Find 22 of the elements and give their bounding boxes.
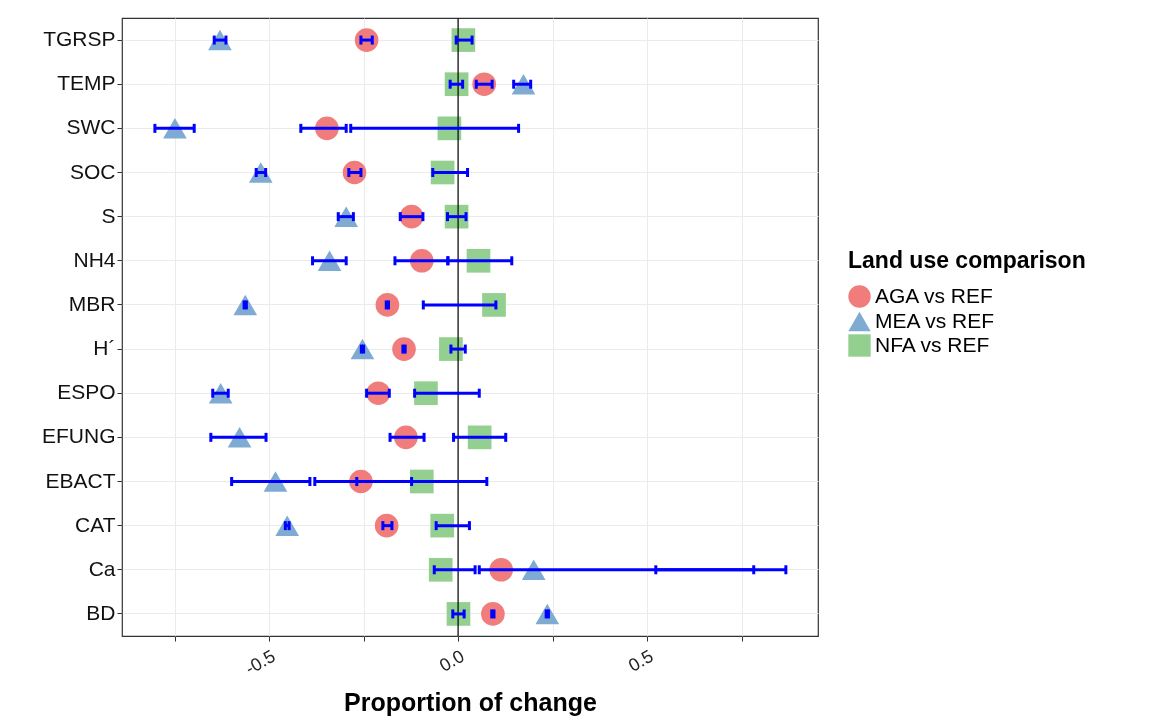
y-tick-label: TGRSP xyxy=(43,27,116,51)
x-axis-title: Proportion of change xyxy=(344,687,597,716)
y-tick-label: EBACT xyxy=(45,468,116,492)
x-tick-label: 0.0 xyxy=(435,645,468,676)
x-tick-label: -0.5 xyxy=(241,645,279,679)
y-tick-label: SWC xyxy=(66,115,116,139)
y-tick-label: S xyxy=(101,203,116,227)
y-tick-label: CAT xyxy=(75,512,116,536)
legend-label: NFA vs REF xyxy=(875,332,990,356)
y-tick-label: EFUNG xyxy=(42,424,116,448)
legend-label: AGA vs REF xyxy=(875,283,993,307)
y-tick-label: NH4 xyxy=(73,247,116,271)
y-tick-label: ESPO xyxy=(57,380,116,404)
legend-label: MEA vs REF xyxy=(875,308,995,332)
y-tick-label: BD xyxy=(86,600,116,624)
x-tick-label: 0.5 xyxy=(624,645,657,676)
y-tick-label: SOC xyxy=(69,159,116,183)
y-tick-label: Ca xyxy=(88,556,116,580)
y-tick-label: MBR xyxy=(68,291,116,315)
legend-title: Land use comparison xyxy=(848,247,1086,273)
y-tick-label: TEMP xyxy=(57,71,116,95)
y-tick-label: H´ xyxy=(93,336,116,360)
